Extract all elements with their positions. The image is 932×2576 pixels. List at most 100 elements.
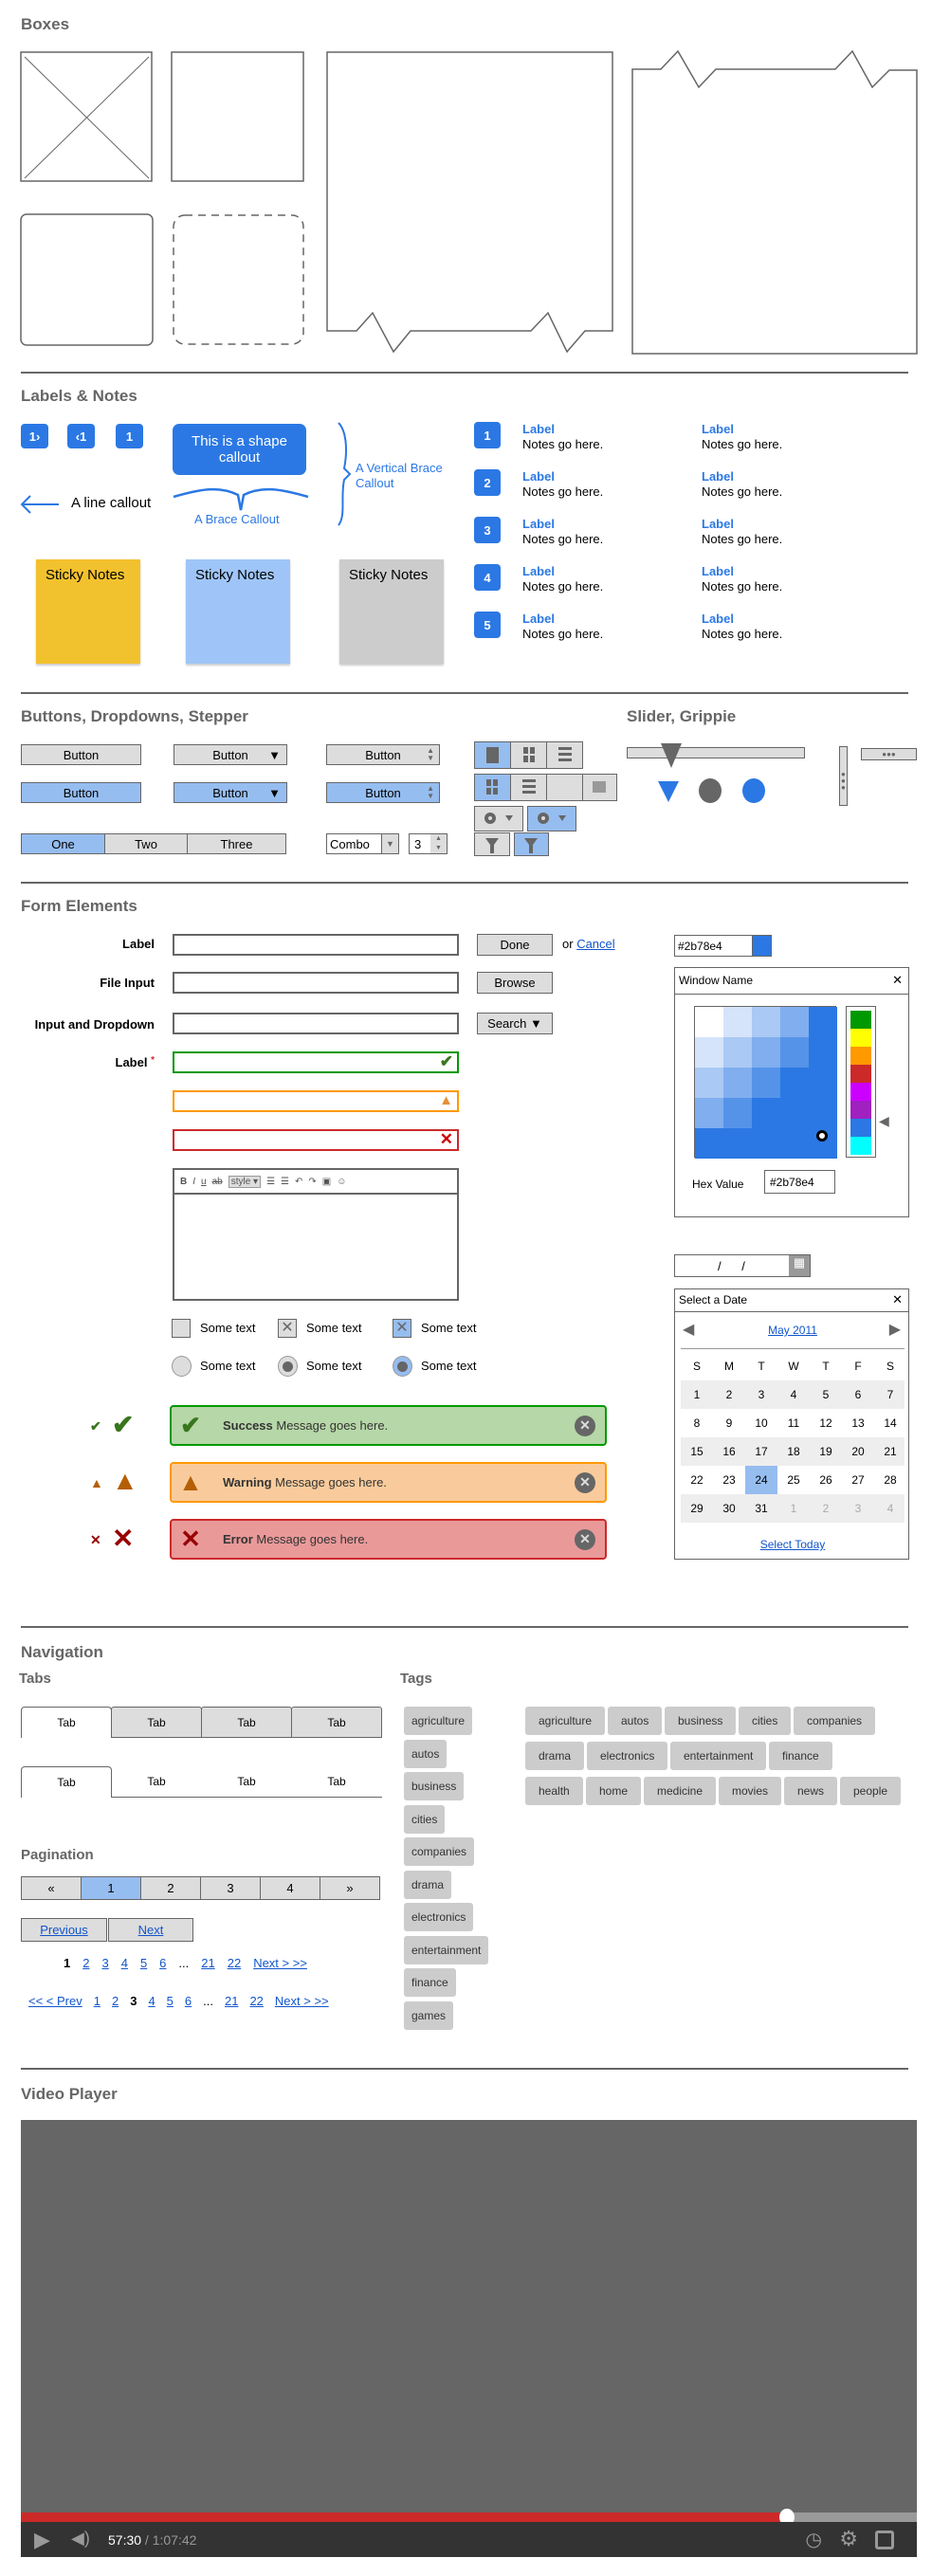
color-shade-grid[interactable]: [694, 1006, 837, 1159]
hue-swatch[interactable]: [850, 1047, 871, 1065]
segment-two[interactable]: Two: [104, 833, 188, 854]
select-today-link[interactable]: Select Today: [759, 1538, 826, 1551]
color-shade-cell[interactable]: [809, 1098, 837, 1128]
page-link[interactable]: 6: [184, 1994, 192, 2008]
redo-icon[interactable]: ↷: [308, 1176, 317, 1187]
text-input[interactable]: [173, 934, 459, 956]
color-shade-cell[interactable]: [752, 1128, 780, 1159]
tag[interactable]: news: [784, 1777, 838, 1805]
color-shade-cell[interactable]: [780, 1068, 809, 1098]
search-input[interactable]: [173, 1013, 459, 1034]
hex-value-input[interactable]: #2b78e4: [764, 1170, 835, 1194]
tag[interactable]: finance: [404, 1968, 456, 1997]
color-shade-cell[interactable]: [752, 1037, 780, 1068]
gear-icon[interactable]: ⚙: [839, 2527, 858, 2550]
page-button[interactable]: 3: [200, 1876, 261, 1900]
valid-input[interactable]: ✔: [173, 1051, 459, 1073]
segment-one[interactable]: One: [21, 833, 105, 854]
tab[interactable]: Tab: [291, 1766, 382, 1798]
month-link[interactable]: May 2011: [768, 1324, 817, 1337]
number-stepper[interactable]: 3 ▲ ▼: [409, 833, 448, 854]
calendar-day[interactable]: 31: [755, 1502, 768, 1515]
tab[interactable]: Tab: [291, 1707, 382, 1738]
clock-icon[interactable]: ◷: [805, 2530, 822, 2550]
progress-bar[interactable]: [21, 2509, 917, 2526]
dropdown-button[interactable]: Button ▼: [174, 744, 287, 765]
tag[interactable]: companies: [794, 1707, 876, 1735]
browse-button[interactable]: Browse: [477, 972, 553, 994]
page-link[interactable]: 22: [249, 1994, 264, 2008]
calendar-day[interactable]: 4: [886, 1502, 894, 1515]
tag[interactable]: business: [404, 1772, 465, 1800]
close-icon[interactable]: ✕: [575, 1471, 595, 1493]
tag[interactable]: autos: [404, 1739, 448, 1768]
tab-active[interactable]: Tab: [21, 1707, 112, 1738]
color-shade-cell[interactable]: [809, 1007, 837, 1037]
search-dropdown-button[interactable]: Search ▼: [477, 1013, 553, 1034]
slider-track[interactable]: [627, 747, 805, 758]
progress-handle[interactable]: [778, 2509, 795, 2526]
calendar-day[interactable]: 8: [693, 1416, 701, 1430]
tab[interactable]: Tab: [111, 1766, 202, 1798]
calendar-day[interactable]: 1: [790, 1502, 797, 1515]
tab[interactable]: Tab: [201, 1707, 292, 1738]
page-link[interactable]: 3: [101, 1956, 109, 1970]
undo-icon[interactable]: ↶: [295, 1176, 303, 1187]
calendar-day[interactable]: 9: [725, 1416, 733, 1430]
tag[interactable]: medicine: [644, 1777, 717, 1805]
horizontal-grippie[interactable]: ●●●: [861, 748, 917, 760]
tab[interactable]: Tab: [111, 1707, 202, 1738]
italic-icon[interactable]: I: [192, 1176, 196, 1187]
tag[interactable]: electronics: [587, 1742, 668, 1770]
calendar-day[interactable]: 3: [854, 1502, 862, 1515]
calendar-day[interactable]: 15: [690, 1445, 704, 1458]
color-shade-cell[interactable]: [723, 1037, 752, 1068]
button-selected[interactable]: Button: [21, 782, 141, 803]
checkbox[interactable]: ✕: [278, 1319, 297, 1338]
page-link[interactable]: 4: [148, 1994, 155, 2008]
color-shade-cell[interactable]: [695, 1007, 723, 1037]
calendar-day-selected[interactable]: 24: [745, 1466, 777, 1494]
tag[interactable]: business: [665, 1707, 737, 1735]
close-icon[interactable]: ✕: [575, 1528, 595, 1550]
hue-swatch[interactable]: [850, 1101, 871, 1119]
tag[interactable]: drama: [404, 1870, 452, 1899]
hue-swatch[interactable]: [850, 1119, 871, 1137]
image-icon[interactable]: ▣: [321, 1176, 332, 1187]
tag[interactable]: cities: [404, 1804, 446, 1834]
page-link[interactable]: 2: [111, 1994, 119, 2008]
calendar-day[interactable]: 1: [693, 1388, 701, 1401]
tag[interactable]: drama: [525, 1742, 585, 1770]
page-link[interactable]: 1: [93, 1994, 101, 2008]
video-player[interactable]: ▶ ◀) 57:30 / 1:07:42 ◷ ⚙: [21, 2120, 917, 2557]
tag[interactable]: home: [586, 1777, 642, 1805]
next-button[interactable]: Next: [108, 1918, 193, 1942]
page-link[interactable]: 4: [120, 1956, 128, 1970]
tag[interactable]: autos: [608, 1707, 663, 1735]
calendar-day[interactable]: 4: [790, 1388, 797, 1401]
error-input[interactable]: ✕: [173, 1129, 459, 1151]
tag[interactable]: agriculture: [404, 1707, 473, 1735]
color-shade-cell[interactable]: [780, 1007, 809, 1037]
tag[interactable]: games: [404, 2001, 454, 2030]
page-link[interactable]: 6: [159, 1956, 167, 1970]
color-shade-cell[interactable]: [723, 1068, 752, 1098]
tag[interactable]: cities: [739, 1707, 792, 1735]
style-dropdown[interactable]: style ▾: [228, 1175, 262, 1188]
tag[interactable]: entertainment: [404, 1935, 489, 1964]
page-link[interactable]: 21: [224, 1994, 239, 2008]
emoji-icon[interactable]: ☺: [337, 1176, 347, 1187]
tag[interactable]: companies: [404, 1837, 475, 1866]
color-shade-cell[interactable]: [780, 1037, 809, 1068]
page-link[interactable]: Next > >>: [274, 1994, 329, 2008]
color-input[interactable]: #2b78e4: [674, 935, 772, 957]
play-icon[interactable]: ▶: [34, 2528, 50, 2551]
page-button[interactable]: «: [21, 1876, 82, 1900]
tag[interactable]: movies: [719, 1777, 782, 1805]
calendar-day[interactable]: 2: [822, 1502, 830, 1515]
color-shade-cell[interactable]: [809, 1037, 837, 1068]
color-shade-cell[interactable]: [809, 1068, 837, 1098]
calendar-day[interactable]: 16: [722, 1445, 736, 1458]
calendar-day[interactable]: 10: [755, 1416, 768, 1430]
